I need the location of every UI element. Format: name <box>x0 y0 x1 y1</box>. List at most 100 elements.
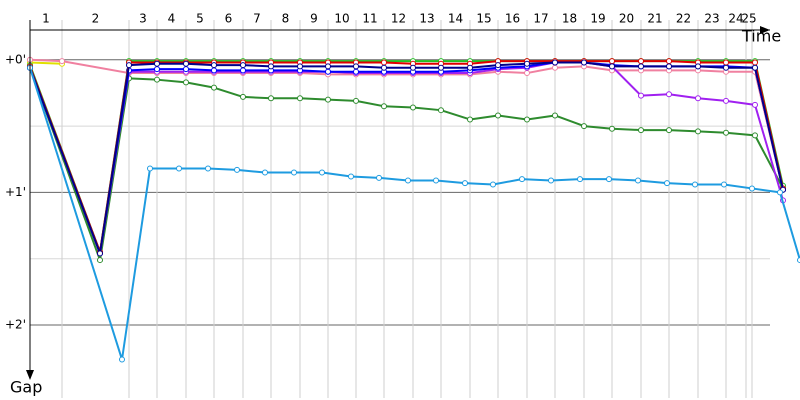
data-point <box>405 177 411 184</box>
data-point <box>638 92 644 99</box>
x-tick-label: 5 <box>196 12 204 26</box>
data-point <box>433 177 439 184</box>
data-point <box>119 356 125 363</box>
data-point <box>325 68 331 75</box>
x-tick-label: 6 <box>225 12 233 26</box>
data-point <box>581 123 587 130</box>
x-tick-label: 20 <box>619 12 634 26</box>
data-point <box>410 104 416 111</box>
data-point <box>268 63 274 70</box>
data-point <box>695 63 701 70</box>
data-point <box>723 64 729 71</box>
data-point <box>524 116 530 123</box>
data-point <box>234 166 240 173</box>
data-point <box>211 84 217 91</box>
data-point <box>609 63 615 70</box>
data-point <box>638 63 644 70</box>
data-point <box>723 97 729 104</box>
series-line <box>29 61 784 255</box>
data-point <box>467 116 473 123</box>
data-point <box>97 250 103 257</box>
series-line <box>29 67 784 262</box>
data-point <box>353 68 359 75</box>
x-tick-label: 19 <box>590 12 605 26</box>
data-point <box>262 169 268 176</box>
x-tick-label: 3 <box>139 12 147 26</box>
data-point <box>723 129 729 136</box>
x-tick-label: 24 <box>728 12 743 26</box>
data-point <box>240 62 246 69</box>
data-point <box>749 185 755 192</box>
x-tick-label: 4 <box>168 12 176 26</box>
x-tick-label: 15 <box>476 12 491 26</box>
series-line <box>29 58 784 190</box>
data-point <box>692 181 698 188</box>
data-point <box>240 93 246 100</box>
data-point <box>635 177 641 184</box>
data-point <box>552 59 558 66</box>
y-axis-arrow <box>26 370 34 380</box>
data-point <box>205 165 211 172</box>
x-tick-label: 17 <box>533 12 548 26</box>
data-point <box>381 64 387 71</box>
data-point <box>376 174 382 181</box>
y-tick-label: +2' <box>5 318 26 332</box>
series-line <box>29 61 784 255</box>
data-point <box>467 64 473 71</box>
data-point <box>666 91 672 98</box>
x-tick-label: 14 <box>448 12 463 26</box>
data-point <box>297 63 303 70</box>
data-point <box>438 64 444 71</box>
x-tick-label: 1 <box>42 12 50 26</box>
x-tick-label: 2 <box>92 12 100 26</box>
data-point <box>552 64 558 71</box>
data-point <box>666 63 672 70</box>
data-point <box>240 67 246 74</box>
x-tick-label: 16 <box>505 12 520 26</box>
data-point <box>666 58 672 65</box>
data-point <box>581 59 587 66</box>
x-tick-label: 25 <box>741 12 756 26</box>
data-point <box>183 79 189 86</box>
data-point <box>297 95 303 102</box>
x-tick-label: 10 <box>334 12 349 26</box>
data-point <box>752 132 758 139</box>
data-point <box>183 60 189 67</box>
x-tick-label: 7 <box>253 12 261 26</box>
data-point <box>353 97 359 104</box>
data-point <box>695 128 701 135</box>
data-point <box>410 64 416 71</box>
data-point <box>752 101 758 108</box>
x-axis-arrow <box>760 26 770 34</box>
data-point <box>462 180 468 187</box>
data-point <box>752 64 758 71</box>
data-point <box>147 165 153 172</box>
data-point <box>777 189 783 196</box>
series-line <box>29 67 800 361</box>
data-point <box>211 62 217 69</box>
data-point <box>381 59 387 66</box>
data-point <box>609 125 615 132</box>
data-point <box>268 95 274 102</box>
data-point <box>609 58 615 65</box>
y-axis-title: Gap <box>10 378 42 397</box>
data-point <box>176 165 182 172</box>
data-point <box>211 67 217 74</box>
plot <box>27 56 800 363</box>
data-point <box>524 70 530 77</box>
data-point <box>97 257 103 264</box>
y-tick-label: +0' <box>5 52 26 66</box>
data-point <box>438 107 444 114</box>
data-point <box>319 169 325 176</box>
y-tick-label: +1' <box>5 185 26 199</box>
series-line <box>29 60 784 254</box>
data-point <box>695 95 701 102</box>
x-tick-label: 22 <box>676 12 691 26</box>
x-tick-label: 13 <box>419 12 434 26</box>
data-point <box>752 59 758 66</box>
data-point <box>154 66 160 73</box>
data-point <box>325 63 331 70</box>
data-point <box>381 103 387 110</box>
data-point <box>126 62 132 69</box>
